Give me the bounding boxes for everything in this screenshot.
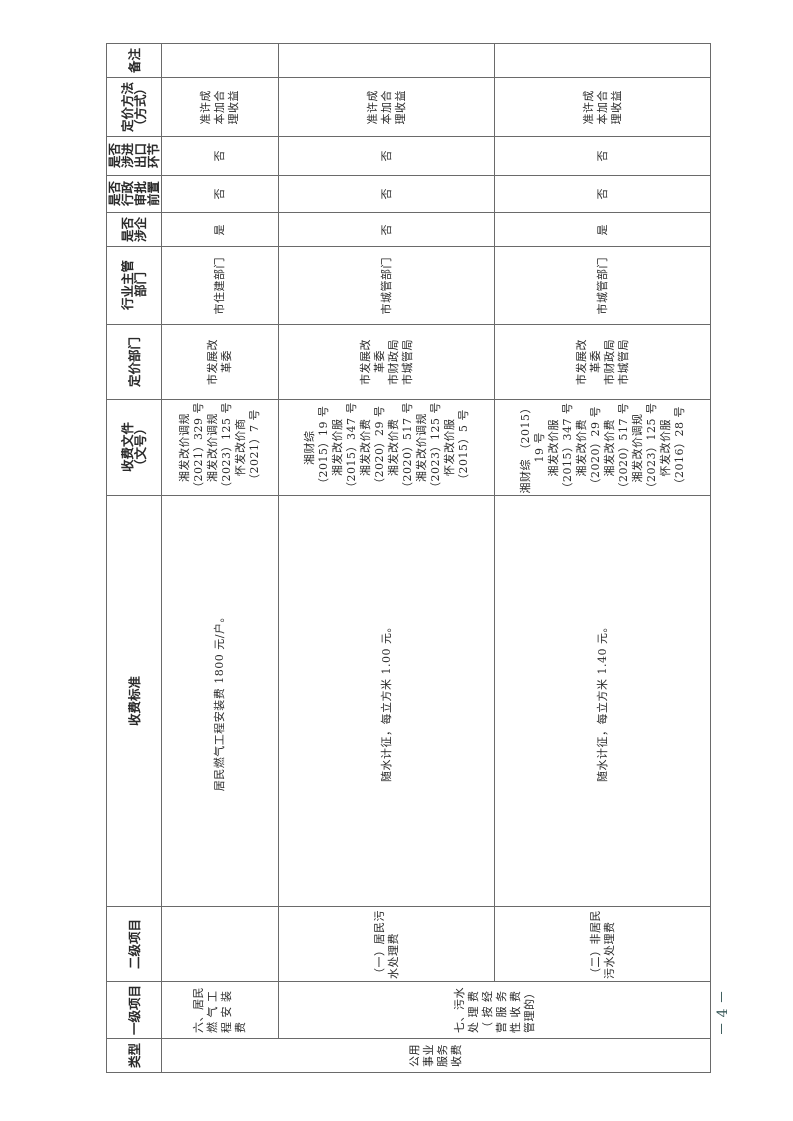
row3-involves-enterprise-text: 是 — [595, 223, 609, 236]
row1-document: 湘发改价调规 （2021）329 号 湘发改价调规 （2023）125 号 怀发… — [161, 399, 279, 496]
type-cell: 公用 事业 服务 收费 — [161, 1038, 711, 1073]
row3-level2: （二）非居民 污水处理费 — [494, 906, 711, 982]
row1-document-text: 湘发改价调规 （2021）329 号 湘发改价调规 （2023）125 号 怀发… — [178, 402, 261, 493]
header-industry-dept: 行业主管 部门 — [106, 246, 162, 325]
row3-involves-enterprise: 是 — [494, 212, 711, 247]
row1-admin-approval: 否 — [161, 175, 279, 213]
row3-pricing-dept: 市发展改 革委 市财政局 市城管局 — [494, 324, 711, 400]
row2-import-export-text: 否 — [379, 150, 393, 162]
level1-sewage: 七、污水 处 理 费 （ 按 经 营 服 务 性 收 费 管理的） — [278, 981, 711, 1039]
row1-pricing-dept: 市发展改 革委 — [161, 324, 279, 400]
row2-pricing-method: 准许成 本加合 理收益 — [278, 77, 495, 137]
header-pricing-dept-label: 定价部门 — [126, 336, 142, 387]
row1-import-export-text: 否 — [213, 150, 226, 162]
header-pricing-method-label: 定价方法 （方式） — [120, 81, 148, 132]
row2-level2-text: （一）居民污 水处理费 — [372, 909, 400, 979]
header-industry-dept-label: 行业主管 部门 — [120, 260, 148, 311]
row3-standard: 随水计征，每立方米 1.40 元。 — [494, 495, 711, 907]
header-document-label: 收费文件 （文号） — [120, 422, 148, 473]
row2-remarks — [278, 43, 495, 78]
header-level1: 一级项目 — [106, 981, 162, 1039]
row3-remarks — [494, 43, 711, 78]
row1-involves-enterprise: 是 — [161, 212, 279, 247]
header-level2-label: 二级项目 — [126, 918, 142, 969]
row2-import-export: 否 — [278, 136, 495, 176]
row2-standard-text: 随水计征，每立方米 1.00 元。 — [379, 620, 393, 782]
row2-industry-dept-text: 市城管部门 — [379, 256, 393, 315]
row2-involves-enterprise-text: 否 — [379, 223, 393, 236]
row3-pricing-method: 准许成 本加合 理收益 — [494, 77, 711, 137]
page-number: － 4 － — [715, 990, 731, 1036]
row1-industry-dept-text: 市住建部门 — [213, 256, 226, 315]
row2-pricing-method-text: 准许成 本加合 理收益 — [365, 89, 407, 125]
header-standard: 收费标准 — [106, 495, 162, 907]
row3-industry-dept-text: 市城管部门 — [595, 256, 609, 315]
header-pricing-dept: 定价部门 — [106, 324, 162, 400]
row3-standard-text: 随水计征，每立方米 1.40 元。 — [595, 620, 609, 782]
row1-pricing-method-text: 准许成 本加合 理收益 — [199, 89, 240, 125]
row2-pricing-dept-text: 市发展改 革委 市财政局 市城管局 — [358, 339, 414, 385]
row1-involves-enterprise-text: 是 — [213, 223, 226, 236]
row2-admin-approval-text: 否 — [379, 188, 393, 200]
header-document: 收费文件 （文号） — [106, 399, 162, 496]
header-admin-approval-label: 是否 行政 审批 前置 — [107, 181, 161, 207]
row1-standard: 居民燃气工程安装费 1800 元/户。 — [161, 495, 279, 907]
header-involves-enterprise-label: 是否 涉企 — [120, 216, 148, 242]
header-level2: 二级项目 — [106, 906, 162, 982]
row3-admin-approval: 否 — [494, 175, 711, 213]
row1-level1: 六、居民 燃 气 工 程 安 装 费 — [161, 981, 279, 1039]
row3-industry-dept: 市城管部门 — [494, 246, 711, 325]
row3-document-text: 湘财综 （2015） 19 号 湘发改价服 （2015）347 号 湘发改价费 … — [518, 401, 686, 494]
header-type-label: 类型 — [126, 1042, 142, 1068]
level1-sewage-text: 七、污水 处 理 费 （ 按 经 营 服 务 性 收 费 管理的） — [452, 987, 536, 1033]
row2-standard: 随水计征，每立方米 1.00 元。 — [278, 495, 495, 907]
row2-admin-approval: 否 — [278, 175, 495, 213]
header-involves-enterprise: 是否 涉企 — [106, 212, 162, 247]
header-pricing-method: 定价方法 （方式） — [106, 77, 162, 137]
header-remarks-label: 备注 — [126, 47, 142, 73]
row3-import-export: 否 — [494, 136, 711, 176]
row1-admin-approval-text: 否 — [213, 188, 226, 200]
row3-admin-approval-text: 否 — [595, 188, 609, 200]
row2-level2: （一）居民污 水处理费 — [278, 906, 495, 982]
row3-pricing-method-text: 准许成 本加合 理收益 — [581, 89, 623, 125]
row2-pricing-dept: 市发展改 革委 市财政局 市城管局 — [278, 324, 495, 400]
row2-document-text: 湘财综 （2015）19 号 湘发改价服 （2015）347 号 湘发改价费 （… — [302, 402, 470, 493]
header-remarks: 备注 — [106, 43, 162, 78]
type-cell-text: 公用 事业 服务 收费 — [408, 1044, 463, 1067]
row2-document: 湘财综 （2015）19 号 湘发改价服 （2015）347 号 湘发改价费 （… — [278, 399, 495, 496]
row3-level2-text: （二）非居民 污水处理费 — [588, 909, 616, 979]
row1-pricing-method: 准许成 本加合 理收益 — [161, 77, 279, 137]
header-import-export-label: 是否 涉进 出口 环节 — [107, 143, 161, 169]
row1-level2 — [161, 906, 279, 982]
row1-standard-text: 居民燃气工程安装费 1800 元/户。 — [213, 610, 226, 792]
header-type: 类型 — [106, 1038, 162, 1073]
header-import-export: 是否 涉进 出口 环节 — [106, 136, 162, 176]
row1-import-export: 否 — [161, 136, 279, 176]
header-admin-approval: 是否 行政 审批 前置 — [106, 175, 162, 213]
row2-involves-enterprise: 否 — [278, 212, 495, 247]
header-standard-label: 收费标准 — [126, 675, 142, 726]
row2-industry-dept: 市城管部门 — [278, 246, 495, 325]
row3-document: 湘财综 （2015） 19 号 湘发改价服 （2015）347 号 湘发改价费 … — [494, 399, 711, 496]
row1-level1-text: 六、居民 燃 气 工 程 安 装 费 — [192, 987, 247, 1033]
row3-import-export-text: 否 — [595, 150, 609, 162]
row3-pricing-dept-text: 市发展改 革委 市财政局 市城管局 — [574, 339, 630, 385]
header-level1-label: 一级项目 — [126, 984, 142, 1035]
row1-pricing-dept-text: 市发展改 革委 — [206, 339, 233, 385]
row1-industry-dept: 市住建部门 — [161, 246, 279, 325]
row1-remarks — [161, 43, 279, 78]
